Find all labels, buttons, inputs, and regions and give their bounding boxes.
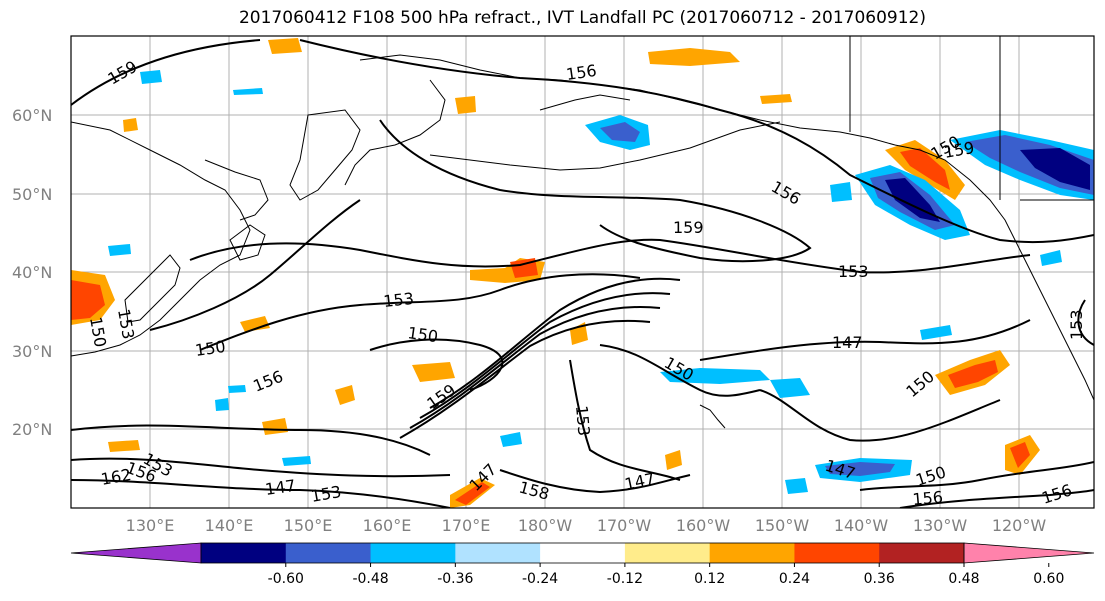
colorbar-tick-label: 0.60 [1033,571,1064,587]
lon-label: 160°W [676,516,731,535]
plot-frame [70,35,1095,509]
colorbar-segment [70,542,202,564]
colorbar-tick-label: -0.36 [437,571,473,587]
lat-label: 50°N [12,185,52,204]
colorbar-segment [794,543,880,563]
lon-label: 130°E [126,516,175,535]
colorbar-segment [963,542,1095,564]
coastlines [71,36,1094,429]
lon-label: 170°W [597,516,652,535]
contour-label: 153 [1067,309,1086,340]
colorbar-segment [285,543,372,563]
lat-label: 30°N [12,342,52,361]
lon-label: 150°E [284,516,333,535]
colorbar-tick-label: 0.24 [779,571,810,587]
map-title: 2017060412 F108 500 hPa refract., IVT La… [238,8,926,28]
contour-label-group: 159 156 156 159 153 153 150 150 147 150 … [86,57,1086,509]
lon-label: 160°E [363,516,412,535]
colorbar-tick-label: 0.48 [948,571,979,587]
colorbar: -0.60 -0.48 -0.36 -0.24 -0.12 0.12 0.24 0.36 0.4… [70,542,1095,587]
colorbar-segment [624,543,711,563]
lon-label: 140°W [834,516,889,535]
colorbar-tick-label: -0.24 [522,571,558,587]
colorbar-segment [455,543,541,563]
contour-label: 153 [838,262,869,281]
colorbar-segment [879,543,965,563]
refractivity-contours [71,39,1094,508]
contour-label: 147 [264,476,297,499]
colorbar-tick-label: 0.36 [864,571,895,587]
contour-label: 159 [673,218,704,237]
lon-label: 150°W [755,516,810,535]
colorbar-tick-label: -0.48 [352,571,388,587]
colorbar-segment [540,543,626,563]
lat-label: 20°N [12,420,52,439]
contour-label: 147 [832,333,863,352]
contour-label: 156 [565,61,598,84]
lon-label: 140°E [205,516,254,535]
contour-label: 153 [382,289,414,311]
colorbar-segment [370,543,456,563]
longitude-labels: 130°E 140°E 150°E 160°E 170°E 180°W 170°… [126,516,1047,535]
colorbar-tick-label: -0.12 [607,571,643,587]
contour-label: 156 [912,487,944,509]
lon-label: 180°W [518,516,573,535]
lat-label: 40°N [12,263,52,282]
latitude-labels: 60°N 50°N 40°N 30°N 20°N [12,106,52,439]
colorbar-tick-label: 0.12 [694,571,725,587]
lon-label: 170°E [442,516,491,535]
contour-label: 153 [572,405,594,437]
contour-label: 150 [194,337,227,360]
colorbar-segment [709,543,795,563]
colorbar-segment [201,543,287,563]
colorbar-tick-label: -0.60 [268,571,304,587]
lon-label: 130°W [913,516,968,535]
contour-label: 150 [406,323,439,346]
colorbar-frame [200,542,965,564]
lon-label: 120°W [992,516,1047,535]
lat-label: 60°N [12,106,52,125]
